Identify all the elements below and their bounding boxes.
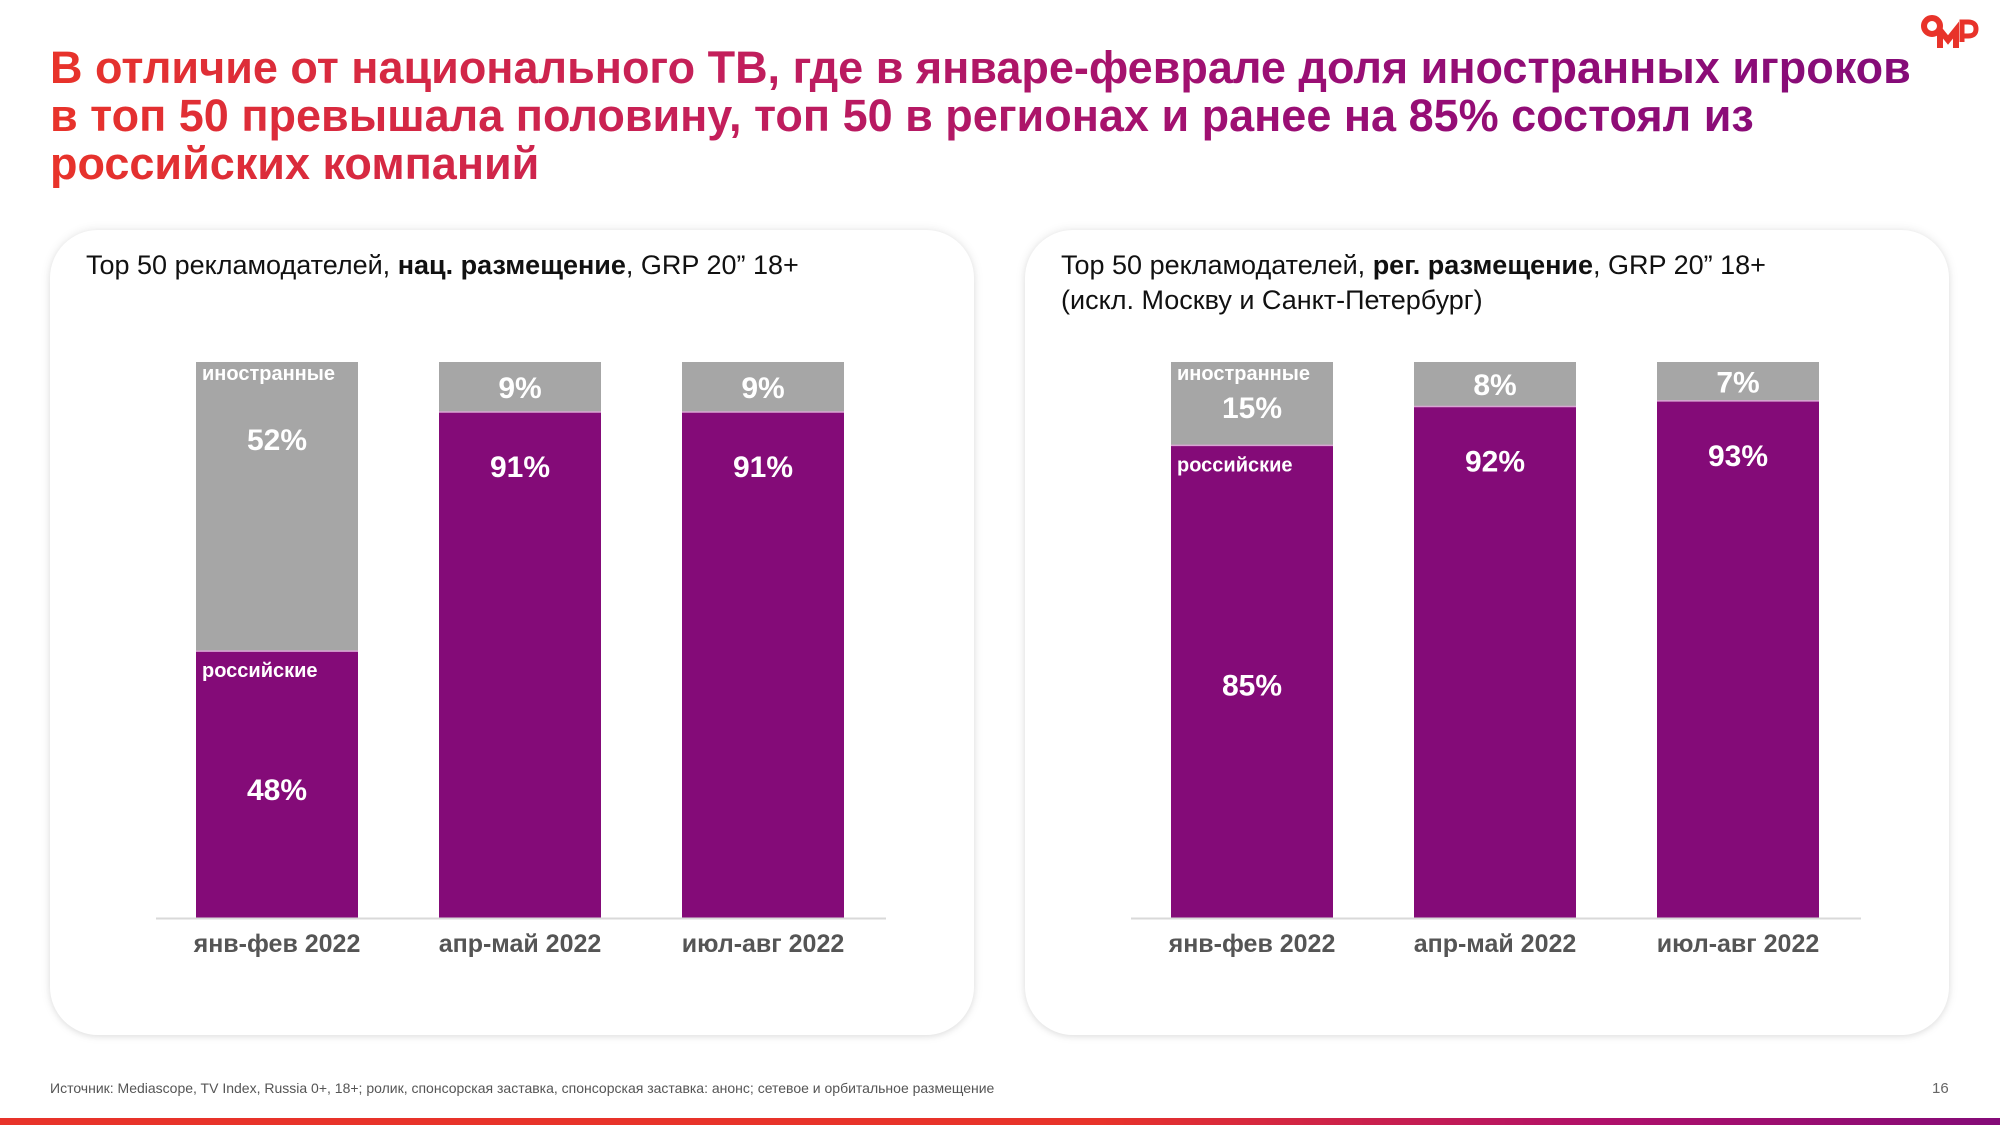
bar-segment-russian	[1657, 400, 1819, 918]
x-tick-label: янв-фев 2022	[193, 930, 361, 958]
bar-segment-foreign	[1414, 362, 1576, 407]
x-tick-label: июл-авг 2022	[682, 930, 845, 958]
x-tick-label: апр-май 2022	[439, 930, 602, 958]
chart-heading: Top 50 рекламодателей, нац. размещение, …	[86, 248, 799, 283]
data-label-foreign: 9%	[498, 372, 541, 405]
series-name-foreign: иностранные	[202, 363, 335, 385]
bar-segment-russian	[1414, 406, 1576, 918]
series-name-russian: российские	[202, 660, 318, 682]
data-label-russian: 92%	[1465, 445, 1525, 478]
data-label-foreign: 52%	[247, 424, 307, 457]
series-name-russian: российские	[1177, 454, 1293, 476]
chart-heading-pre: Top 50 рекламодателей,	[86, 250, 398, 280]
chart-heading: Top 50 рекламодателей, рег. размещение, …	[1061, 248, 1766, 318]
bar-segment-russian	[682, 412, 844, 918]
footer-source: Источник: Mediascope, TV Index, Russia 0…	[50, 1080, 995, 1096]
chart-heading-pre: Top 50 рекламодателей,	[1061, 250, 1373, 280]
data-label-foreign: 9%	[741, 372, 784, 405]
chart-heading-bold: рег. размещение	[1372, 250, 1594, 280]
stacked-bar-chart-regional: 15% 85% иностранные российские янв-фев 2022 8…	[1131, 362, 1861, 958]
bar-segment-foreign	[1657, 362, 1819, 401]
chart-heading-line2: (искл. Москву и Санкт-Петербург)	[1061, 285, 1483, 315]
bar-segment-russian	[1171, 445, 1333, 918]
omd-logo	[1920, 12, 1980, 52]
stacked-bar-chart-national: 52% 48% иностранные российские янв-фев 2022 9…	[156, 362, 886, 958]
chart-card-national: Top 50 рекламодателей, нац. размещение, …	[50, 230, 974, 1035]
bar-segment-foreign	[196, 362, 358, 652]
data-label-foreign: 15%	[1222, 392, 1282, 425]
bottom-accent-bar	[0, 1118, 2000, 1125]
data-label-russian: 85%	[1222, 669, 1282, 702]
omd-logo-icon	[1921, 15, 1979, 48]
data-label-foreign: 7%	[1716, 366, 1759, 399]
data-label-russian: 91%	[733, 451, 793, 484]
slide-title: В отличие от национального ТВ, где в янв…	[50, 44, 1930, 188]
data-label-russian: 48%	[247, 774, 307, 807]
series-name-foreign: иностранные	[1177, 363, 1310, 385]
data-label-russian: 91%	[490, 451, 550, 484]
chart-heading-post: , GRP 20” 18+	[625, 250, 799, 280]
bar-segment-foreign	[682, 362, 844, 413]
x-tick-label: янв-фев 2022	[1168, 930, 1336, 958]
chart-card-regional: Top 50 рекламодателей, рег. размещение, …	[1025, 230, 1949, 1035]
x-tick-label: июл-авг 2022	[1657, 930, 1820, 958]
bar-segment-russian	[196, 651, 358, 918]
bar-segment-foreign	[439, 362, 601, 413]
bar-segment-foreign	[1171, 362, 1333, 446]
bar-segment-russian	[439, 412, 601, 918]
chart-heading-post: , GRP 20” 18+	[1593, 250, 1766, 280]
x-tick-label: апр-май 2022	[1414, 930, 1577, 958]
page-number: 16	[1932, 1080, 1949, 1097]
chart-heading-bold: нац. размещение	[397, 250, 626, 280]
data-label-russian: 93%	[1708, 440, 1768, 473]
data-label-foreign: 8%	[1473, 369, 1516, 402]
